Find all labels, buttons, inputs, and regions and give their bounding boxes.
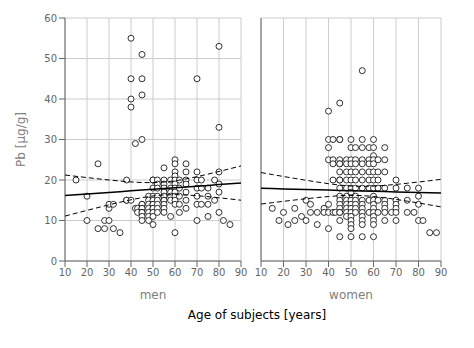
svg-text:men: men [140,288,167,302]
html-text:Age of subjects [years]: Age of subjects [years] [187,308,327,322]
svg-text:60: 60 [44,13,57,24]
svg-text:90: 90 [435,267,448,278]
svg-text:50: 50 [147,267,160,278]
svg-text:70: 70 [390,267,403,278]
svg-text:40: 40 [44,94,57,105]
svg-text:20: 20 [81,267,94,278]
svg-text:40: 40 [322,267,335,278]
svg-text:30: 30 [103,267,116,278]
svg-text:50: 50 [345,267,358,278]
svg-text:80: 80 [412,267,425,278]
svg-text:50: 50 [44,53,57,64]
svg-text:10: 10 [59,267,72,278]
svg-text:40: 40 [125,267,138,278]
svg-text:10: 10 [44,215,57,226]
svg-text:30: 30 [44,134,57,145]
svg-text:women: women [329,288,373,302]
svg-text:10: 10 [255,267,268,278]
svg-text:Pb [μg/g]: Pb [μg/g] [14,112,28,167]
svg-text:0: 0 [51,256,57,267]
svg-text:60: 60 [367,267,380,278]
svg-text:20: 20 [277,267,290,278]
svg-text:20: 20 [44,175,57,186]
svg-text:80: 80 [213,267,226,278]
svg-text:30: 30 [300,267,313,278]
svg-text:90: 90 [235,267,248,278]
svg-text:60: 60 [169,267,182,278]
svg-text:70: 70 [191,267,204,278]
